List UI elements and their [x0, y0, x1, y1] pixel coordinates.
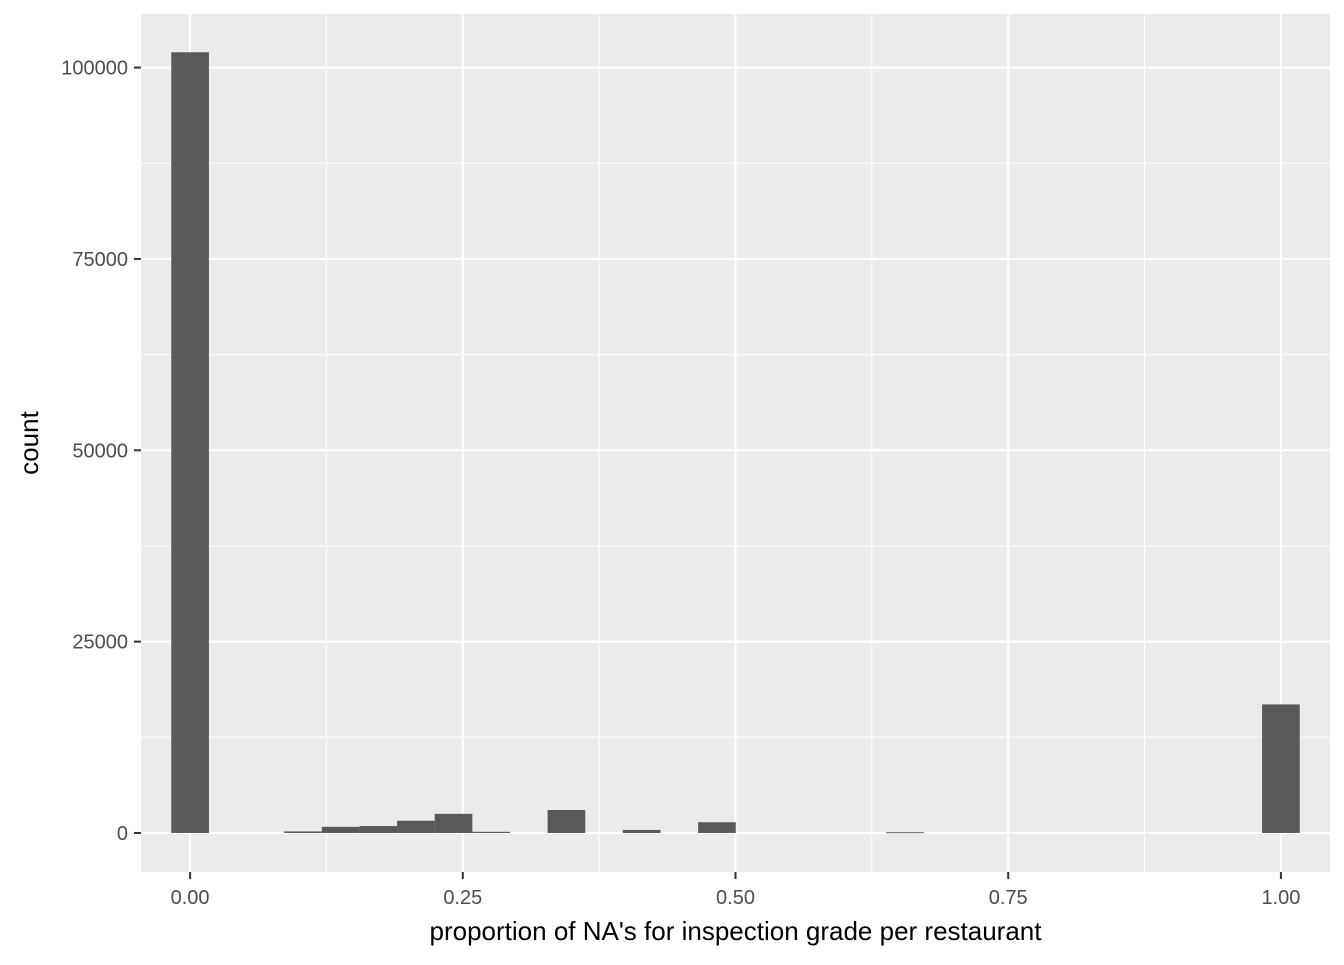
- x-tick-label: 0.75: [989, 887, 1028, 909]
- x-axis-title: proportion of NA's for inspection grade …: [430, 916, 1043, 946]
- histogram-bar: [434, 813, 473, 833]
- histogram-bar: [886, 832, 924, 834]
- y-tick-label: 0: [117, 823, 128, 845]
- x-tick-label: 0.50: [716, 887, 755, 909]
- y-tick-label: 100000: [61, 58, 128, 80]
- histogram-bar: [359, 826, 398, 833]
- histogram-bar: [472, 831, 510, 833]
- histogram-bar: [171, 52, 209, 833]
- x-tick-label: 1.00: [1261, 887, 1300, 909]
- x-axis: 0.00 0.25 0.50 0.75 1.00: [171, 872, 1300, 909]
- y-axis: 0 25000 50000 75000 100000: [61, 58, 141, 845]
- histogram-bar: [321, 826, 360, 833]
- histogram-bar: [1262, 704, 1300, 833]
- histogram-bar: [622, 829, 661, 833]
- histogram-bar: [547, 810, 586, 833]
- y-tick-label: 75000: [72, 249, 128, 271]
- histogram-bar: [698, 822, 736, 833]
- y-tick-label: 25000: [72, 632, 128, 654]
- histogram-bar: [284, 831, 322, 833]
- x-tick-label: 0.25: [443, 887, 482, 909]
- histogram-bars: [171, 52, 1300, 834]
- histogram-bar: [397, 820, 435, 833]
- y-axis-title: count: [14, 410, 44, 474]
- y-tick-label: 50000: [72, 440, 128, 462]
- x-tick-label: 0.00: [171, 887, 210, 909]
